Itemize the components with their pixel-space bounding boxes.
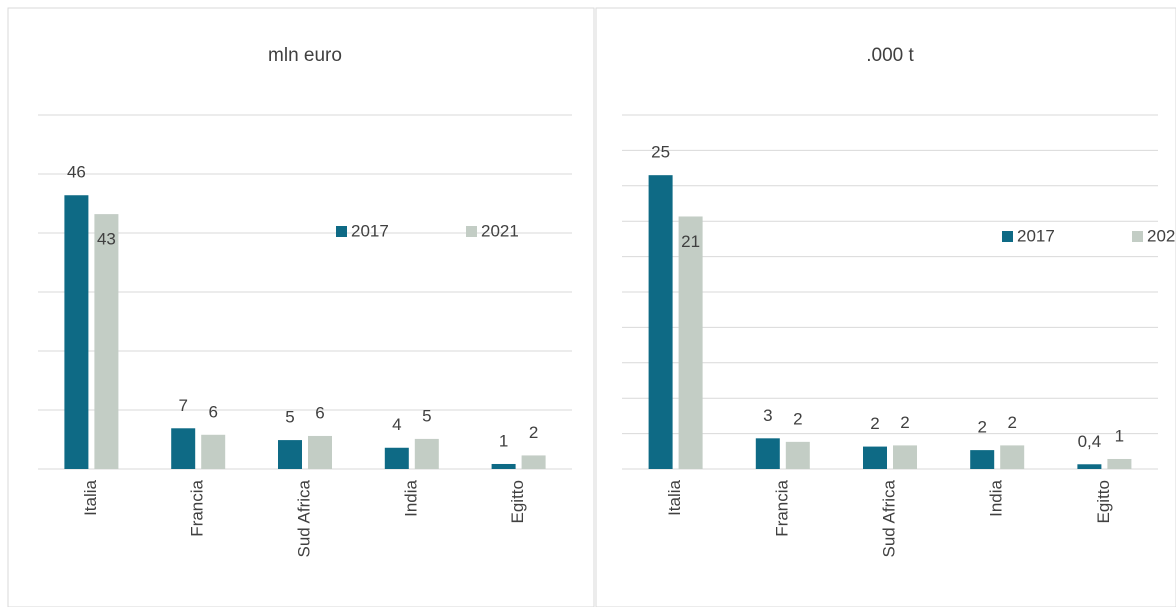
data-label: 2 (900, 413, 909, 432)
bar (64, 195, 89, 470)
data-label: 1 (1115, 426, 1124, 445)
legend-label: 2021 (481, 221, 519, 240)
panel-border (7, 7, 595, 607)
panel-border (595, 7, 1176, 607)
data-label: 5 (285, 408, 294, 427)
legend-swatch (1002, 231, 1013, 242)
data-label: 21 (681, 232, 700, 251)
x-tick-label: Francia (188, 479, 207, 536)
data-label: 2 (870, 414, 879, 433)
bar (1000, 445, 1025, 469)
bar (1077, 464, 1102, 469)
data-label: 46 (67, 163, 86, 182)
chart-title: .000 t (866, 45, 914, 66)
bar (970, 450, 995, 469)
bar (1107, 458, 1132, 469)
data-label: 5 (422, 406, 431, 425)
legend-label: 2017 (1017, 226, 1055, 245)
data-label: 43 (97, 230, 116, 249)
bar (491, 463, 516, 469)
data-label: 0,4 (1078, 432, 1102, 451)
data-label: 4 (392, 415, 401, 434)
bar (755, 438, 780, 469)
legend-swatch (1132, 231, 1143, 242)
bar (278, 440, 302, 469)
x-tick-label: Francia (772, 479, 791, 536)
data-label: 6 (315, 403, 324, 422)
legend-swatch (466, 226, 477, 237)
bar (863, 446, 887, 469)
bar (308, 435, 332, 469)
bar (893, 445, 917, 469)
x-tick-label: Sud Africa (879, 479, 898, 557)
bar (201, 434, 226, 469)
x-tick-label: Egitto (508, 480, 527, 523)
bar (648, 175, 673, 469)
bar (521, 455, 546, 469)
data-label: 2 (1007, 413, 1016, 432)
data-label: 7 (178, 396, 187, 415)
x-tick-label: Italia (665, 479, 684, 515)
chart-title: mln euro (268, 45, 342, 66)
legend-label: 2017 (351, 221, 389, 240)
x-tick-label: India (987, 479, 1006, 516)
bar (678, 216, 703, 469)
bar (94, 214, 119, 469)
legend-label: 2021 (1147, 226, 1176, 245)
x-tick-label: Sud Africa (294, 479, 313, 557)
x-tick-label: India (401, 479, 420, 516)
data-label: 6 (208, 402, 217, 421)
x-tick-label: Italia (81, 479, 100, 515)
bar (785, 441, 810, 469)
bar (384, 447, 409, 469)
data-label: 2 (977, 418, 986, 437)
legend-swatch (336, 226, 347, 237)
data-label: 25 (651, 143, 670, 162)
data-label: 2 (793, 409, 802, 428)
bar (171, 428, 196, 469)
x-tick-label: Egitto (1094, 480, 1113, 523)
bar (414, 438, 439, 469)
data-label: 2 (529, 423, 538, 442)
data-label: 3 (763, 406, 772, 425)
data-label: 1 (499, 431, 508, 450)
